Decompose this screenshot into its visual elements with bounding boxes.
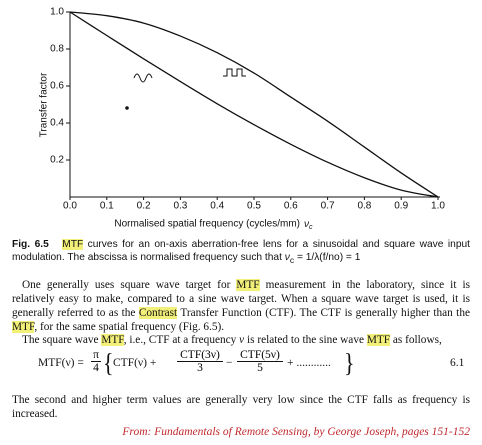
- highlight: Contrast: [138, 307, 178, 319]
- eq-number: 6.1: [450, 357, 465, 369]
- eq-lhs: MTF(ν) =: [38, 357, 84, 369]
- x-tick-label: 1.0: [431, 201, 445, 212]
- brace: {: [103, 347, 114, 378]
- chart: Transfer factor Normalised spatial frequ…: [39, 7, 446, 231]
- highlight: MTF: [236, 279, 260, 291]
- y-tick-label: 0.8: [50, 44, 64, 55]
- x-tick-label: 0.4: [210, 201, 224, 212]
- num: CTF(3ν): [177, 349, 223, 362]
- x-tick-label: 0.8: [357, 201, 371, 212]
- square-icon: [223, 68, 246, 77]
- x-tick-label: 0.0: [63, 201, 77, 212]
- paragraph: The second and higher term values are ge…: [12, 393, 470, 421]
- text: , for the same spatial frequency (Fig. 6…: [34, 321, 225, 333]
- text: The square wave: [22, 334, 102, 346]
- caption: Fig. 6.5 MTF curves for an on-axis aberr…: [12, 238, 470, 267]
- text: is related to the sine wave: [244, 334, 367, 346]
- term: CTF(ν) +: [113, 357, 157, 369]
- den: 3: [197, 362, 203, 374]
- paragraph: The square wave MTF, i.e., CTF at a freq…: [12, 333, 470, 347]
- highlight: MTF: [12, 321, 35, 333]
- x-tick-label: 0.5: [247, 201, 261, 212]
- y-tick-label: 0.6: [50, 81, 64, 92]
- op: −: [226, 357, 233, 369]
- curve: [69, 11, 439, 198]
- highlight: MTF: [366, 334, 391, 346]
- term: + ............: [287, 357, 331, 369]
- num: π: [91, 349, 101, 362]
- y-axis-title: Transfer factor: [39, 72, 50, 137]
- fig-label: Fig. 6.5: [12, 239, 49, 250]
- y-tick-label: 1.0: [50, 7, 64, 18]
- text: curves for an on-axis aberration-free le…: [12, 239, 470, 263]
- den: 5: [257, 362, 263, 374]
- symbol: ν: [284, 252, 290, 263]
- x-tick-label: 0.1: [100, 201, 114, 212]
- source: From: Fundamentals of Remote Sensing, by…: [122, 426, 470, 438]
- subscript: c: [289, 255, 295, 266]
- fraction: CTF(3ν) 3: [177, 349, 223, 374]
- x-tick-label: 0.2: [137, 201, 151, 212]
- den: 4: [93, 362, 99, 374]
- dot: [125, 106, 129, 110]
- x-tick-label: 0.9: [394, 201, 408, 212]
- x-tick-label: 0.6: [284, 201, 298, 212]
- y-tick-label: 0.2: [50, 155, 64, 166]
- text: measurement in the laboratory, since it …: [12, 279, 470, 319]
- brace: }: [344, 347, 355, 378]
- var: ν: [304, 219, 309, 230]
- x-tick-label: 0.3: [173, 201, 187, 212]
- highlight: MTF: [62, 239, 84, 250]
- y-tick-label: 0.4: [50, 118, 64, 129]
- paragraph: One generally uses square wave target fo…: [12, 278, 470, 334]
- text: One generally uses square wave target fo…: [22, 279, 237, 291]
- text: Transfer Function (CTF). The CTF is gene…: [177, 307, 470, 319]
- text: as follows,: [390, 334, 442, 346]
- x-axis-var: νc: [304, 219, 313, 231]
- text: , i.e., CTF at a frequency: [123, 334, 240, 346]
- highlight: MTF: [101, 334, 124, 346]
- num: CTF(5ν): [237, 349, 283, 362]
- symbol: ν: [239, 334, 245, 346]
- text: The second and higher term values are ge…: [12, 394, 470, 420]
- sub: c: [309, 224, 313, 231]
- text: = 1/λ(f/no) = 1: [294, 252, 361, 263]
- curve: [69, 11, 439, 198]
- sine-icon: [133, 73, 153, 83]
- x-tick-label: 0.7: [321, 201, 335, 212]
- fraction: CTF(5ν) 5: [237, 349, 283, 374]
- x-axis-title: Normalised spatial frequency (cycles/mm): [114, 219, 300, 230]
